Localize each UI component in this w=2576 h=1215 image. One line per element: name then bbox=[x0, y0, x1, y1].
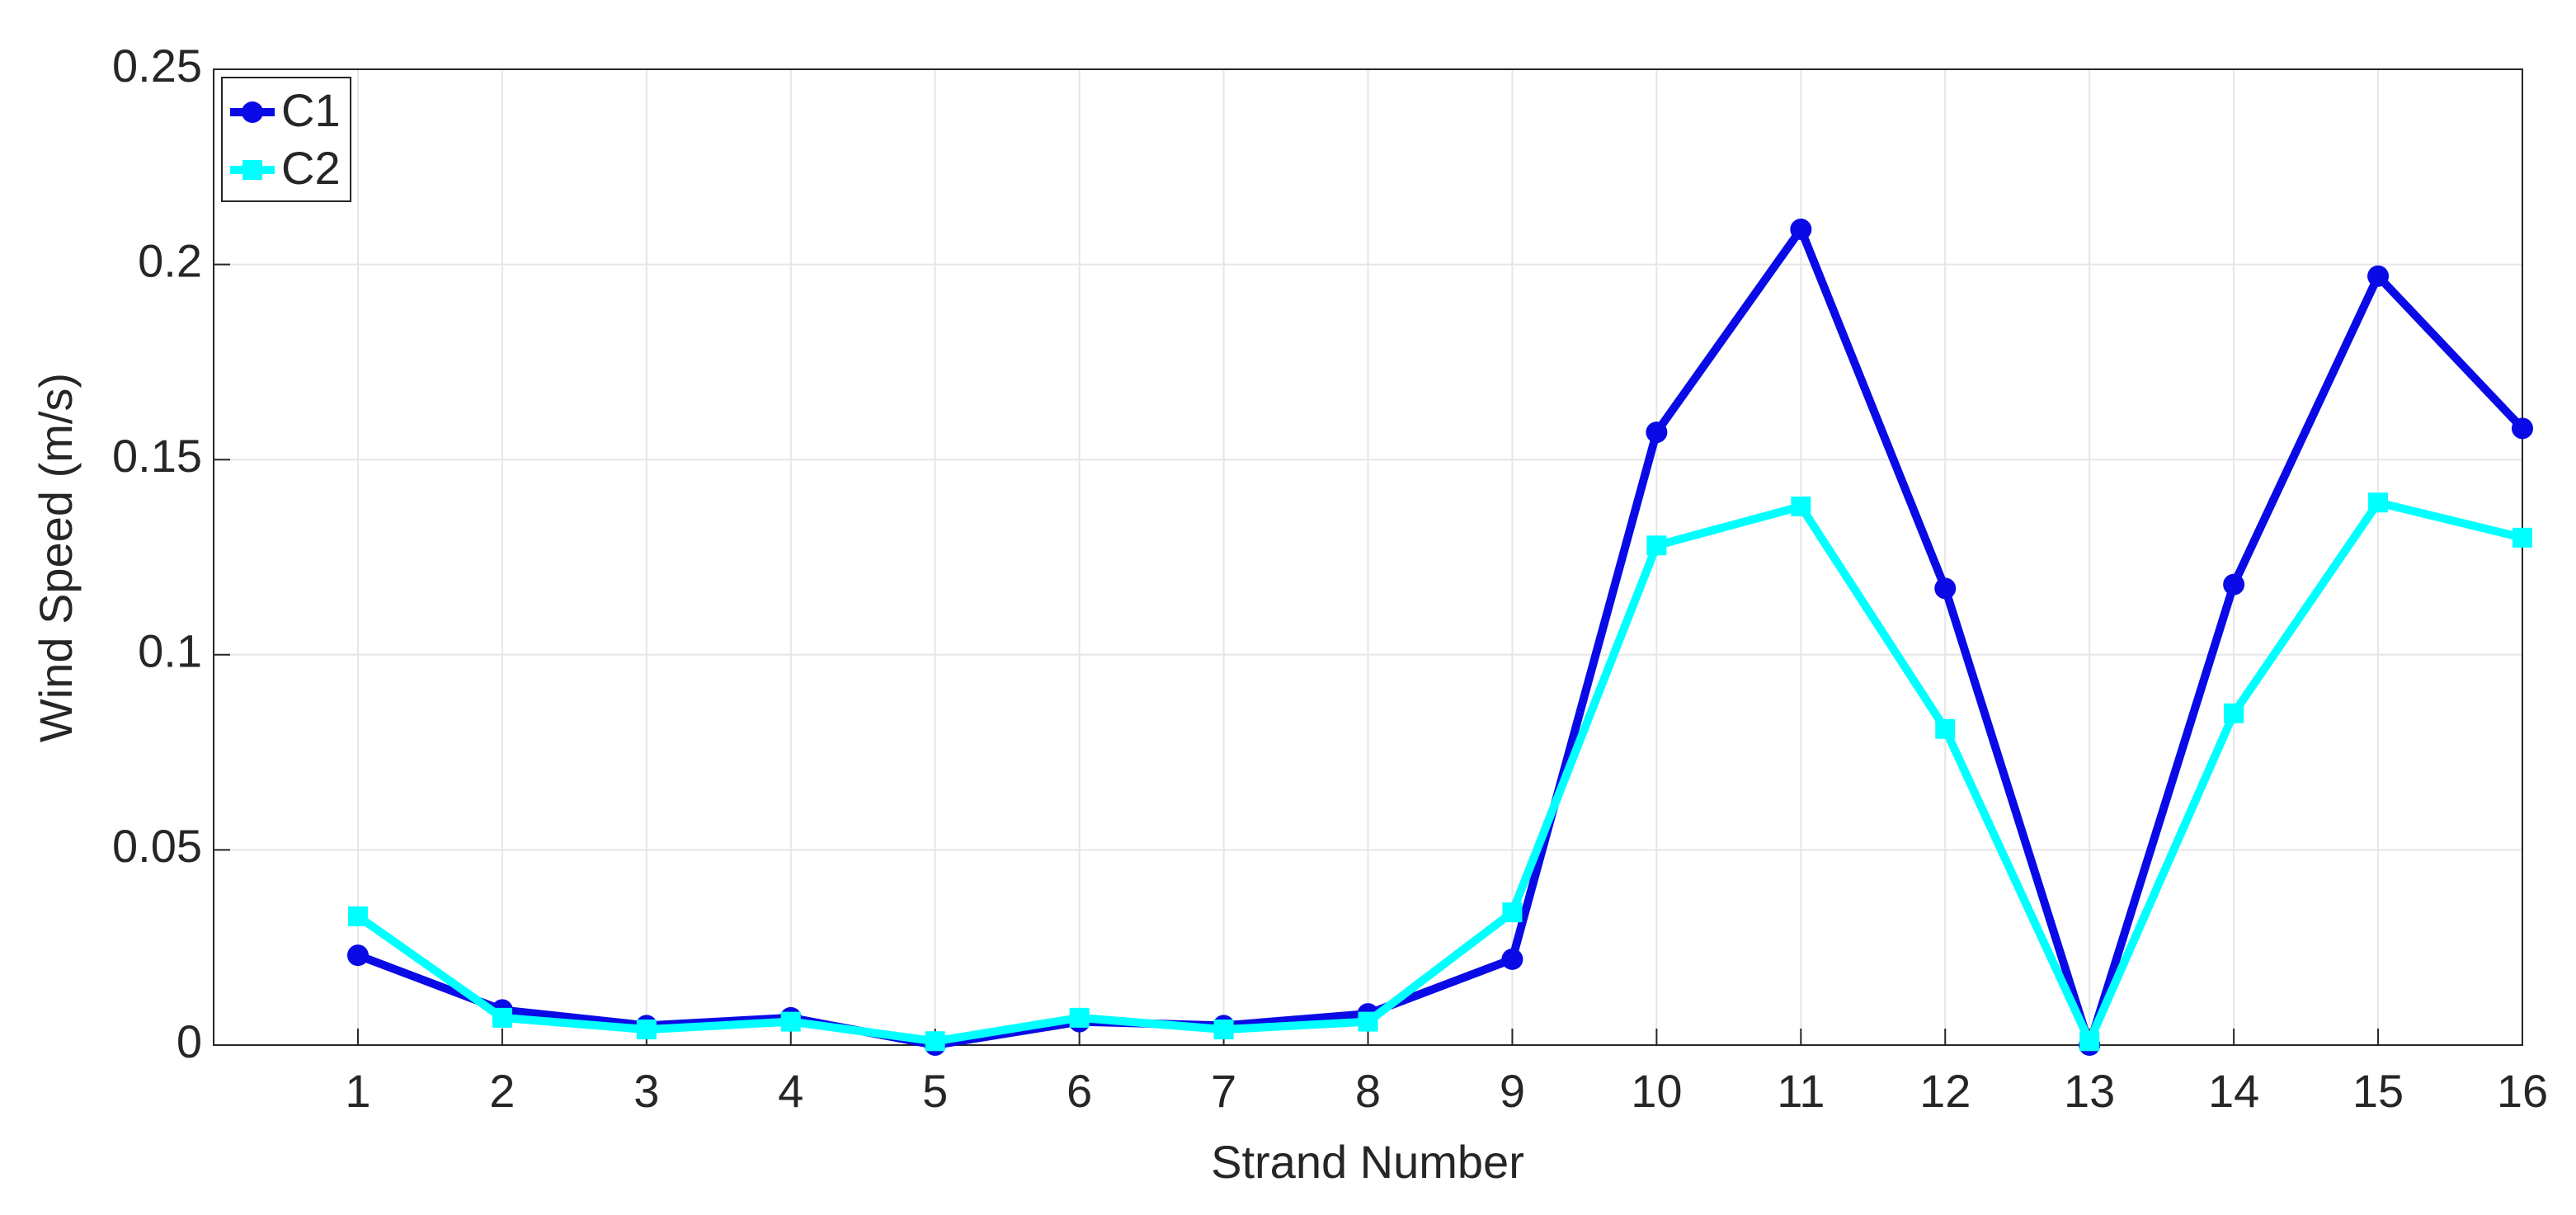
y-axis-label: Wind Speed (m/s) bbox=[30, 373, 82, 742]
x-tick-label: 10 bbox=[1631, 1065, 1682, 1117]
series-line bbox=[356, 498, 2524, 1046]
y-tick-label: 0.2 bbox=[138, 234, 202, 286]
x-tick-label: 2 bbox=[489, 1065, 515, 1117]
marker bbox=[1935, 718, 1956, 739]
y-tick-label: 0.15 bbox=[112, 430, 202, 482]
marker bbox=[1646, 535, 1667, 556]
marker bbox=[2368, 492, 2389, 513]
marker bbox=[1790, 219, 1812, 241]
x-tick-label: 15 bbox=[2352, 1065, 2404, 1117]
y-tick-label: 0.05 bbox=[112, 820, 202, 872]
marker bbox=[1934, 577, 1957, 600]
marker bbox=[1069, 1007, 1090, 1028]
y-tick-label: 0 bbox=[177, 1015, 202, 1067]
x-tick-label: 16 bbox=[2497, 1065, 2548, 1117]
marker bbox=[1646, 421, 1668, 444]
x-axis-label: Strand Number bbox=[1211, 1136, 1524, 1188]
x-tick-label: 9 bbox=[1500, 1065, 1525, 1117]
marker bbox=[2224, 703, 2244, 723]
x-tick-label: 13 bbox=[2064, 1065, 2115, 1117]
x-tick-label: 4 bbox=[778, 1065, 803, 1117]
x-tick-label: 14 bbox=[2208, 1065, 2259, 1117]
x-tick-label: 8 bbox=[1355, 1065, 1381, 1117]
marker bbox=[2512, 417, 2533, 440]
x-tick-label: 7 bbox=[1211, 1065, 1236, 1117]
legend-box bbox=[221, 77, 351, 202]
marker bbox=[636, 1020, 657, 1040]
marker bbox=[1213, 1020, 1234, 1040]
marker bbox=[243, 160, 262, 180]
marker bbox=[2079, 1031, 2100, 1052]
marker bbox=[1502, 902, 1523, 923]
marker bbox=[492, 1007, 512, 1028]
y-tick-label: 0.25 bbox=[112, 40, 202, 92]
x-tick-label: 11 bbox=[1777, 1065, 1825, 1117]
marker bbox=[346, 944, 369, 967]
marker bbox=[1358, 1011, 1378, 1032]
axes-frame bbox=[213, 68, 2523, 1046]
marker bbox=[2367, 265, 2390, 287]
marker bbox=[347, 906, 368, 926]
marker bbox=[925, 1031, 945, 1052]
marker bbox=[780, 1011, 801, 1032]
marker bbox=[1501, 948, 1523, 970]
marker bbox=[242, 101, 263, 123]
x-tick-label: 1 bbox=[345, 1065, 370, 1117]
marker bbox=[1791, 496, 1811, 516]
y-tick-label: 0.1 bbox=[138, 625, 202, 677]
x-tick-label: 12 bbox=[1919, 1065, 1971, 1117]
x-tick-label: 6 bbox=[1067, 1065, 1092, 1117]
legend-label: C2 bbox=[281, 142, 341, 194]
marker bbox=[2223, 573, 2245, 596]
marker bbox=[2512, 527, 2532, 548]
x-tick-label: 5 bbox=[922, 1065, 948, 1117]
legend-label: C1 bbox=[281, 84, 341, 136]
x-tick-label: 3 bbox=[633, 1065, 659, 1117]
